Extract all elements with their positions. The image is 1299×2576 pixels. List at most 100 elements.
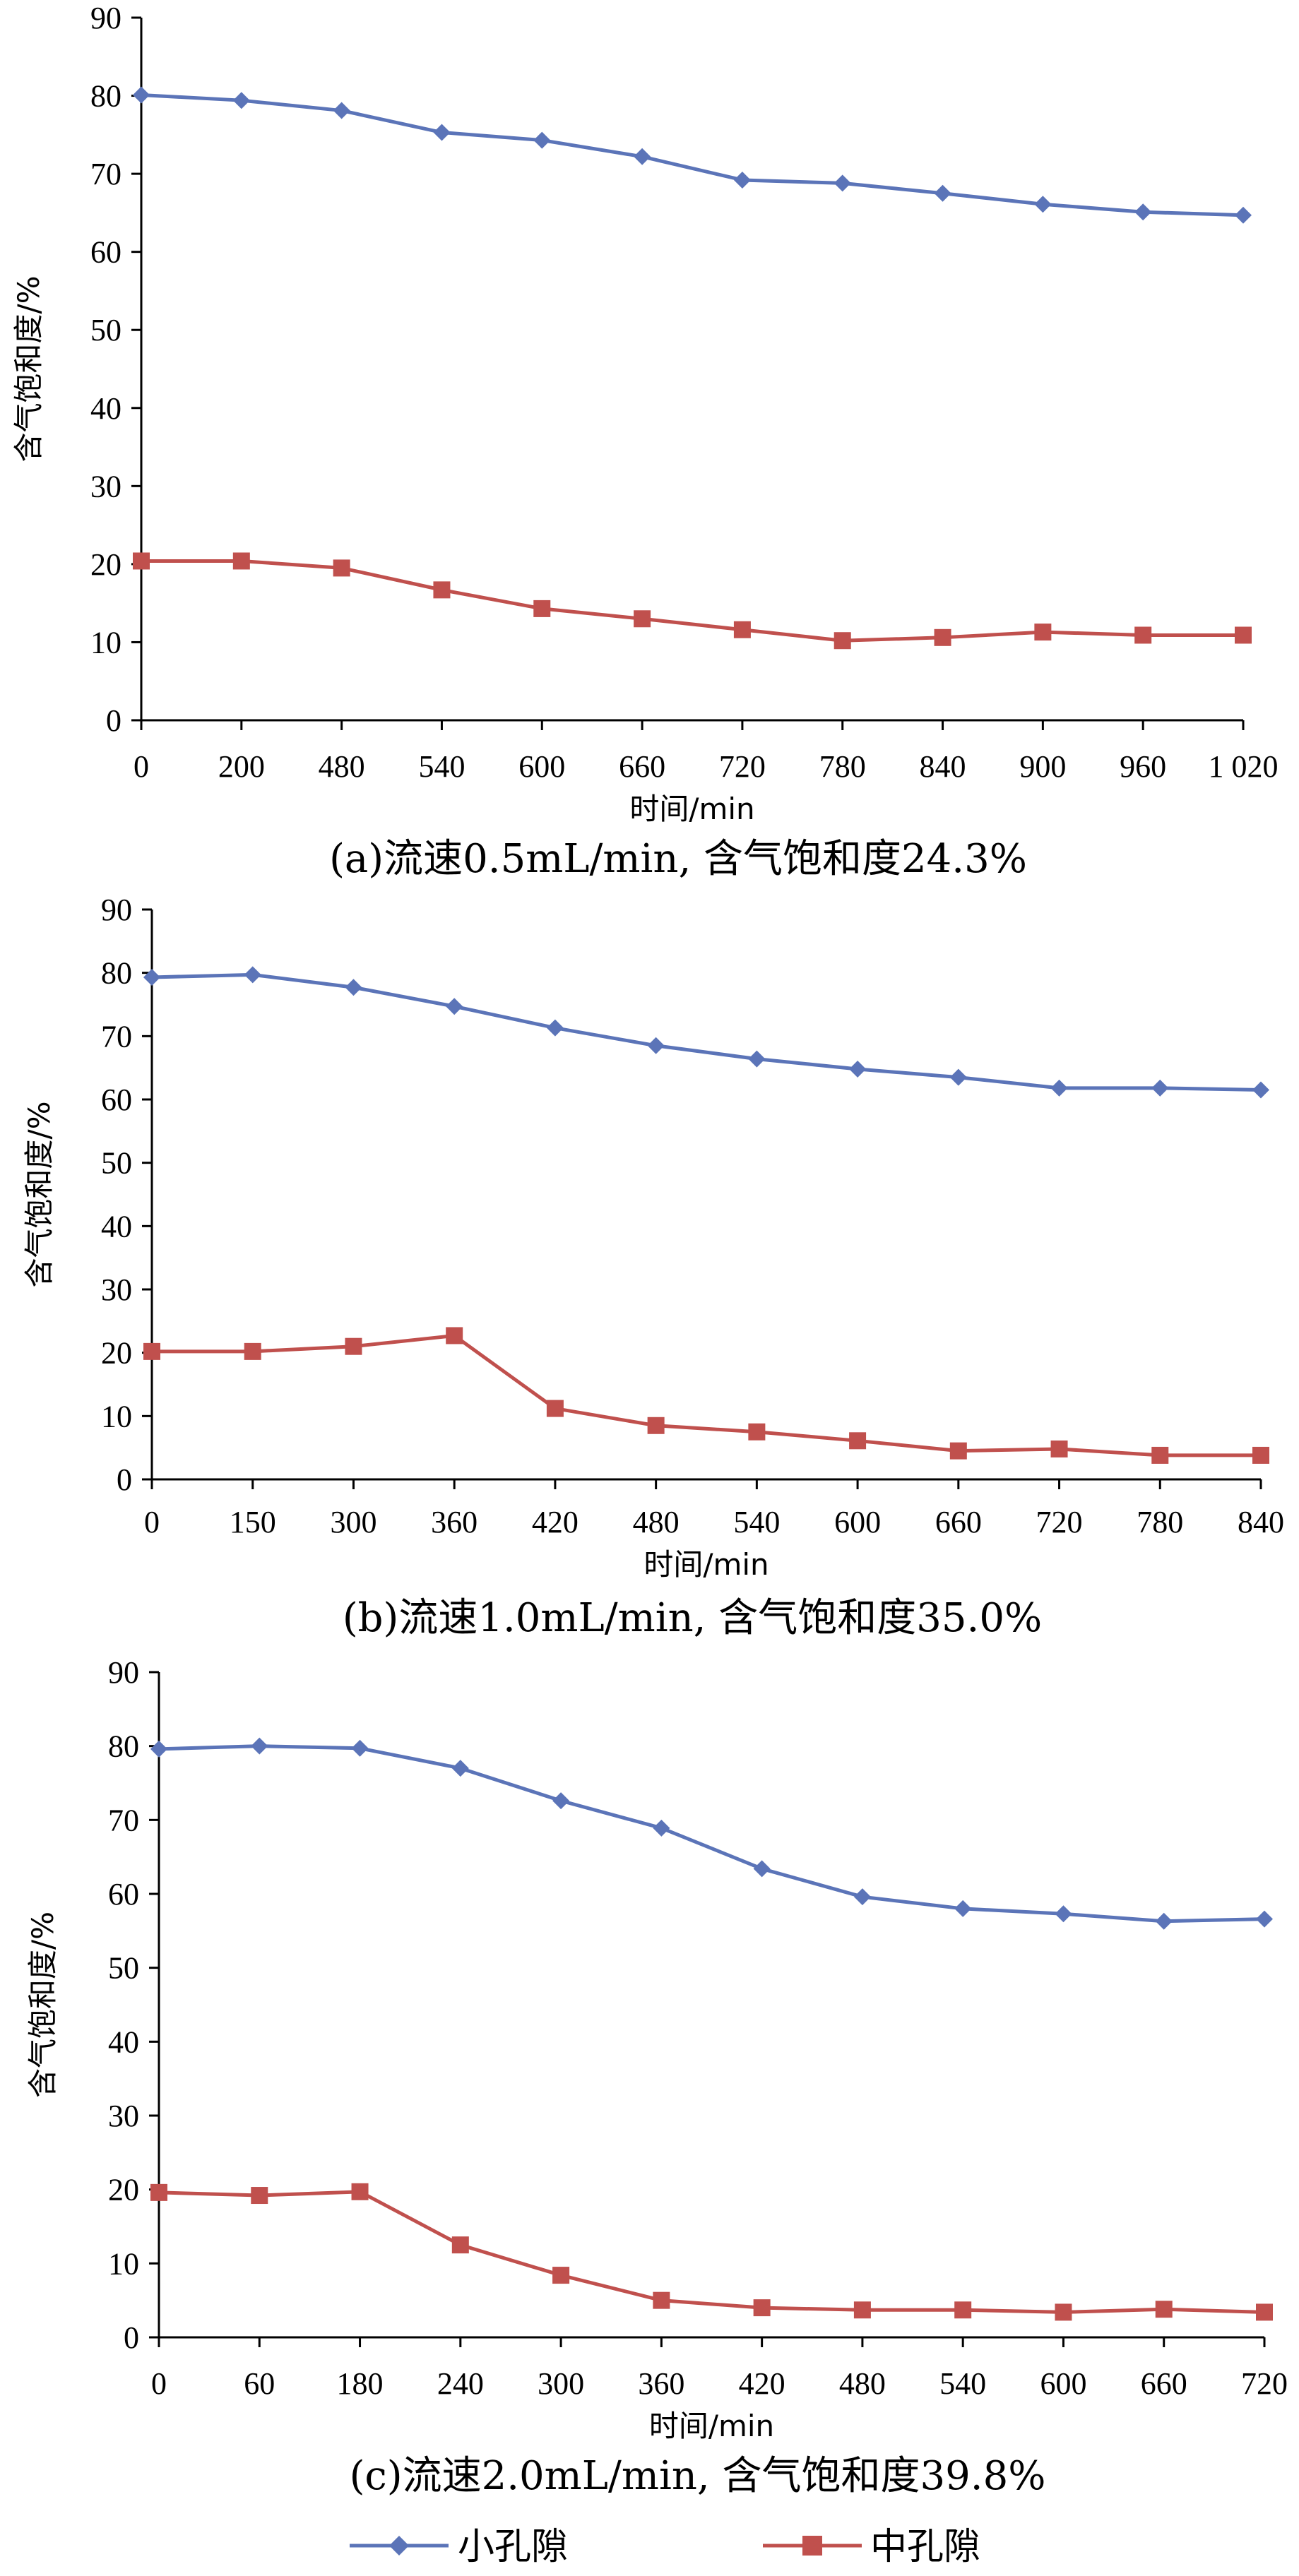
- data-point-small-pore: [748, 1050, 766, 1068]
- data-point-medium-pore: [244, 1342, 261, 1360]
- data-point-medium-pore: [351, 2183, 369, 2200]
- x-tick-label: 720: [1241, 2366, 1288, 2401]
- data-point-medium-pore: [1256, 2303, 1273, 2321]
- data-point-medium-pore: [1055, 2303, 1072, 2321]
- x-tick-label: 600: [518, 749, 565, 784]
- y-tick-label: 70: [108, 1803, 139, 1837]
- data-point-small-pore: [244, 966, 261, 984]
- x-tick-label: 480: [839, 2366, 886, 2401]
- y-tick-label: 40: [108, 2025, 139, 2059]
- x-axis-label: 时间/min: [649, 2409, 774, 2443]
- data-point-medium-pore: [849, 1432, 867, 1450]
- x-tick-label: 840: [1238, 1505, 1284, 1539]
- chart-panel-2: 0 10 20 30 40 50 60 70 80 90 0 60 180 240 300 360 420 480…: [25, 1655, 1288, 2499]
- data-point-small-pore: [849, 1060, 867, 1078]
- x-tick-label: 540: [939, 2366, 986, 2401]
- data-point-small-pore: [1235, 206, 1252, 224]
- y-axis-label: 含气饱和度/%: [11, 275, 46, 462]
- data-point-small-pore: [232, 92, 250, 109]
- y-tick-label: 30: [108, 2099, 139, 2133]
- x-tick-label: 0: [144, 1505, 160, 1539]
- y-tick-label: 80: [90, 79, 121, 114]
- y-tick-label: 50: [108, 1951, 139, 1986]
- data-point-medium-pore: [653, 2291, 670, 2309]
- x-tick-label: 420: [532, 1505, 579, 1539]
- data-point-medium-pore: [634, 610, 651, 628]
- data-point-small-pore: [634, 148, 651, 165]
- x-tick-label: 540: [418, 749, 465, 784]
- data-point-small-pore: [1050, 1079, 1068, 1097]
- y-tick-label: 80: [108, 1729, 139, 1764]
- data-point-small-pore: [351, 1739, 369, 1757]
- x-tick-label: 60: [244, 2366, 275, 2401]
- data-point-small-pore: [834, 174, 851, 192]
- x-tick-label: 480: [633, 1505, 680, 1539]
- data-point-medium-pore: [1252, 1446, 1269, 1464]
- data-point-small-pore: [446, 998, 463, 1015]
- data-point-small-pore: [345, 979, 362, 996]
- x-tick-label: 780: [819, 749, 866, 784]
- data-point-medium-pore: [232, 552, 250, 570]
- data-point-medium-pore: [546, 1400, 564, 1417]
- data-point-medium-pore: [345, 1337, 362, 1355]
- data-point-small-pore: [733, 171, 751, 189]
- data-point-small-pore: [451, 1760, 469, 1777]
- data-point-small-pore: [251, 1737, 268, 1755]
- y-tick-label: 10: [108, 2246, 139, 2281]
- x-tick-label: 0: [151, 2366, 167, 2401]
- series-line-medium-pore: [141, 559, 1243, 643]
- legend-marker-medium-pore: [802, 2536, 822, 2556]
- x-tick-label: 200: [218, 749, 265, 784]
- y-tick-label: 90: [108, 1655, 139, 1690]
- data-point-small-pore: [533, 131, 551, 149]
- chart-caption: (b)流速1.0mL/min, 含气饱和度35.0%: [343, 1595, 1042, 1641]
- data-point-medium-pore: [954, 2301, 972, 2319]
- y-tick-label: 90: [101, 893, 132, 927]
- legend-label-medium-pore: 中孔隙: [870, 2526, 980, 2568]
- y-tick-label: 80: [101, 956, 132, 991]
- data-point-small-pore: [1034, 196, 1052, 213]
- chart-caption: (a)流速0.5mL/min, 含气饱和度24.3%: [329, 836, 1027, 882]
- y-tick-label: 0: [117, 1462, 132, 1497]
- y-tick-label: 0: [106, 703, 121, 738]
- y-tick-label: 30: [101, 1272, 132, 1307]
- data-point-medium-pore: [748, 1423, 766, 1441]
- data-point-small-pore: [653, 1819, 670, 1837]
- chart-caption: (c)流速2.0mL/min, 含气饱和度39.8%: [350, 2453, 1046, 2499]
- x-tick-label: 300: [330, 1505, 376, 1539]
- y-tick-label: 20: [108, 2173, 139, 2207]
- x-tick-label: 360: [431, 1505, 478, 1539]
- x-tick-label: 240: [437, 2366, 484, 2401]
- x-tick-label: 720: [719, 749, 766, 784]
- y-tick-label: 40: [90, 391, 121, 426]
- x-axis-label: 时间/min: [629, 792, 754, 826]
- data-point-medium-pore: [133, 552, 150, 570]
- y-tick-label: 70: [90, 157, 121, 191]
- y-axis-label: 含气饱和度/%: [25, 1912, 60, 2098]
- data-point-small-pore: [333, 102, 350, 119]
- data-point-medium-pore: [552, 2267, 570, 2284]
- x-tick-label: 960: [1120, 749, 1166, 784]
- data-point-small-pore: [1055, 1905, 1072, 1923]
- data-point-small-pore: [143, 968, 160, 986]
- x-axis-label: 时间/min: [643, 1547, 769, 1582]
- y-tick-label: 40: [101, 1209, 132, 1244]
- y-tick-label: 0: [124, 2320, 139, 2355]
- legend-label-small-pore: 小孔隙: [458, 2526, 568, 2568]
- data-point-medium-pore: [143, 1342, 160, 1360]
- x-tick-label: 540: [733, 1505, 780, 1539]
- y-tick-label: 10: [90, 625, 121, 660]
- data-point-medium-pore: [150, 2183, 167, 2201]
- data-point-medium-pore: [1151, 1446, 1169, 1464]
- series-line-small-pore: [141, 93, 1244, 217]
- data-point-medium-pore: [446, 1327, 463, 1344]
- data-point-small-pore: [133, 86, 150, 104]
- data-point-medium-pore: [451, 2236, 469, 2254]
- y-tick-label: 60: [108, 1877, 139, 1912]
- data-point-small-pore: [853, 1888, 871, 1906]
- data-point-small-pore: [753, 1860, 771, 1878]
- data-point-medium-pore: [333, 559, 350, 577]
- data-point-small-pore: [1155, 1912, 1173, 1930]
